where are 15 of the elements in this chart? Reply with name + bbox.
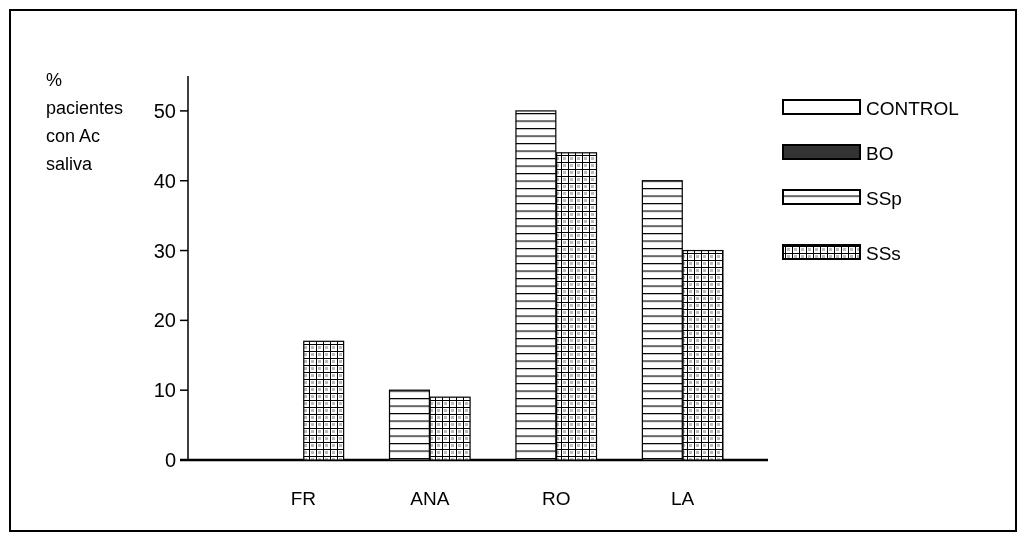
x-tick-label: FR xyxy=(290,488,317,509)
x-tick-label: ANA xyxy=(410,488,450,509)
y-tick-label: 40 xyxy=(153,169,176,192)
y-tick-label: 10 xyxy=(153,379,176,402)
legend-label: BO xyxy=(866,142,894,164)
y-tick-label: 0 xyxy=(164,449,176,471)
legend-label: CONTROL xyxy=(866,97,959,119)
y-tick-label: 20 xyxy=(153,309,176,332)
legend-label: SSs xyxy=(866,242,901,264)
x-tick-label: LA xyxy=(671,488,695,509)
y-tick-label: 30 xyxy=(153,239,176,262)
legend-label: SSp xyxy=(866,187,902,209)
y-tick-label: 50 xyxy=(153,99,176,122)
y-axis-title: % pacientes con Ac saliva xyxy=(46,70,124,174)
x-tick-label: RO xyxy=(541,488,571,509)
